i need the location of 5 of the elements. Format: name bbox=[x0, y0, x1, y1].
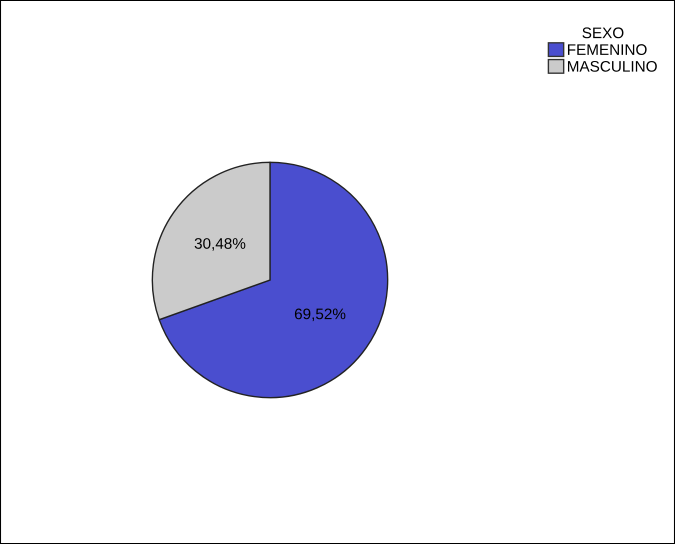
data-label: 69,52% bbox=[294, 308, 346, 322]
legend-label: MASCULINO bbox=[568, 60, 657, 72]
legend-label: FEMENINO bbox=[568, 44, 647, 56]
data-label: 30,48% bbox=[194, 238, 246, 251]
legend-title: SEXO bbox=[582, 27, 624, 38]
